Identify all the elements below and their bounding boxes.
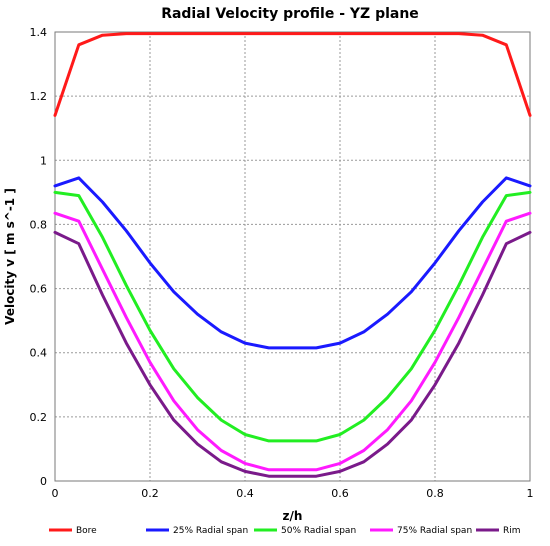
x-tick-label: 0.8 [426, 487, 444, 500]
series-line-4 [53, 230, 532, 478]
x-tick-label: 0.2 [141, 487, 159, 500]
y-tick-label: 1.4 [30, 26, 48, 39]
chart-title: Radial Velocity profile - YZ plane [161, 6, 419, 22]
y-axis-label: Velocity v [ m s^-1 ] [3, 188, 17, 325]
y-tick-label: 0.4 [30, 347, 48, 360]
legend-label-2: 50% Radial span [281, 526, 356, 536]
legend-label-4: Rim [503, 526, 521, 536]
x-tick-label: 0 [52, 487, 59, 500]
y-tick-label: 1 [40, 154, 47, 167]
grid-layer [54, 31, 531, 482]
tick-layer: 0 0.2 0.4 0.6 0.8 1 0 0.2 0.4 0.6 0.8 1 1.2 1.4 [30, 26, 534, 500]
series-line-0 [53, 32, 532, 117]
y-tick-label: 1.2 [30, 90, 48, 103]
series-line-2 [53, 190, 532, 443]
legend: Bore 25% Radial span 50% Radial span 75% Ra… [49, 526, 521, 536]
legend-label-0: Bore [76, 526, 97, 536]
legend-label-1: 25% Radial span [173, 526, 248, 536]
series-line-3 [53, 211, 532, 472]
y-tick-label: 0.6 [30, 283, 48, 296]
y-tick-label: 0.8 [30, 218, 48, 231]
y-tick-label: 0 [40, 475, 47, 488]
series-layer [53, 32, 532, 478]
x-tick-label: 0.6 [331, 487, 349, 500]
x-axis-label: z/h [283, 509, 303, 523]
legend-label-3: 75% Radial span [397, 526, 472, 536]
x-tick-label: 0.4 [236, 487, 254, 500]
series-line-1 [53, 176, 532, 350]
x-tick-label: 1 [527, 487, 534, 500]
y-tick-label: 0.2 [30, 411, 48, 424]
plot-frame [54, 31, 531, 482]
